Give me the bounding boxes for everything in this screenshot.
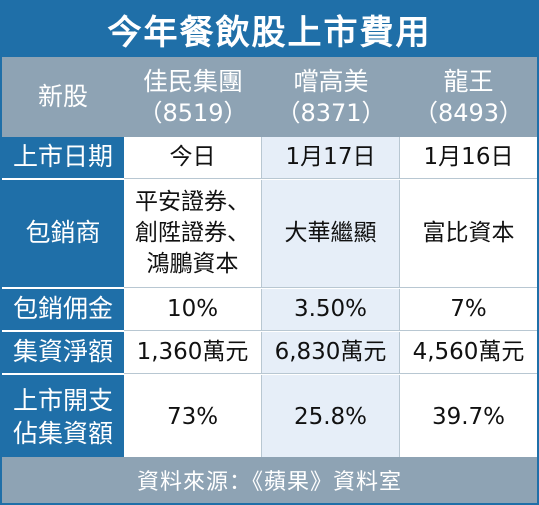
- cell-text: 平安證券、: [135, 188, 250, 215]
- cell-text: 今日: [169, 143, 216, 170]
- table-cell: 大華繼顯: [262, 180, 400, 288]
- row-label-text: 上市日期: [12, 142, 113, 172]
- cell-text: 1月17日: [285, 143, 376, 170]
- table-cell: 10%: [124, 289, 262, 331]
- header-cell-jiamin: 佳民集團 （8519）: [124, 57, 262, 137]
- cell-text: 1,360萬元: [136, 338, 249, 365]
- row-label: 包銷佣金: [2, 289, 124, 331]
- table-cell: 7%: [400, 289, 537, 331]
- header-label: 龍王: [443, 67, 494, 97]
- cell-text: 7%: [450, 295, 487, 322]
- column-header-row: 新股 佳民集團 （8519） 嚐高美 （8371） 龍王 （8493）: [2, 57, 537, 137]
- table-cell: 平安證券、 創陞證券、 鴻鵬資本: [124, 180, 262, 288]
- cell-text: 3.50%: [293, 295, 368, 322]
- table-cell: 今日: [124, 137, 262, 179]
- table-cell: 39.7%: [400, 375, 537, 461]
- header-stock-code: （8493）: [413, 98, 524, 127]
- cell-text: 1月16日: [423, 143, 514, 170]
- table-cell: 73%: [124, 375, 262, 461]
- header-cell-longwang: 龍王 （8493）: [400, 57, 537, 137]
- source-note: 資料來源：《蘋果》資料室: [2, 457, 537, 503]
- row-label: 上市開支 佔集資額: [2, 375, 124, 461]
- table-row-underwriter: 包銷商 平安證券、 創陞證券、 鴻鵬資本 大華繼顯 富比資本: [2, 180, 537, 289]
- cell-text: 創陞證券、: [135, 219, 250, 246]
- cell-text: 25.8%: [293, 403, 368, 430]
- header-label: 嚐高美: [293, 67, 369, 97]
- table-cell: 1,360萬元: [124, 332, 262, 374]
- header-label: 佳民集團: [142, 67, 243, 97]
- row-label: 包銷商: [2, 180, 124, 288]
- table-title: 今年餐飲股上市費用: [2, 2, 537, 57]
- table-row-expense-ratio: 上市開支 佔集資額 73% 25.8% 39.7%: [2, 375, 537, 462]
- cell-text: 鴻鵬資本: [146, 251, 239, 278]
- row-label-text: 包銷商: [25, 218, 101, 248]
- table-cell: 25.8%: [262, 375, 400, 461]
- table-cell: 6,830萬元: [262, 332, 400, 374]
- table-cell: 4,560萬元: [400, 332, 537, 374]
- cell-text: 10%: [166, 295, 219, 322]
- table-cell: 富比資本: [400, 180, 537, 288]
- header-label: 新股: [37, 82, 88, 112]
- cell-text: 73%: [166, 403, 219, 430]
- table-cell: 3.50%: [262, 289, 400, 331]
- table-row-net-proceeds: 集資淨額 1,360萬元 6,830萬元 4,560萬元: [2, 332, 537, 375]
- cell-text: 富比資本: [422, 219, 515, 246]
- cell-text: 39.7%: [431, 403, 506, 430]
- header-stock-code: （8519）: [138, 98, 248, 127]
- header-cell-changgaomei: 嚐高美 （8371）: [262, 57, 400, 137]
- row-label: 集資淨額: [2, 332, 124, 374]
- cell-text: 6,830萬元: [274, 338, 387, 365]
- row-label-text: 包銷佣金: [12, 294, 113, 324]
- table-cell: 1月16日: [400, 137, 537, 179]
- header-stock-code: （8371）: [276, 98, 386, 127]
- row-label: 上市日期: [2, 137, 124, 179]
- row-label-text: 集資淨額: [12, 337, 113, 367]
- table-cell: 1月17日: [262, 137, 400, 179]
- cell-text: 大華繼顯: [284, 219, 377, 246]
- table-row-listing-date: 上市日期 今日 1月17日 1月16日: [2, 137, 537, 180]
- table-body: 上市日期 今日 1月17日 1月16日 包銷商 平安證券、 創陞證券、 鴻鵬資本…: [2, 137, 537, 462]
- cell-text: 4,560萬元: [412, 338, 525, 365]
- row-label-text: 佔集資額: [12, 418, 113, 448]
- table-row-commission: 包銷佣金 10% 3.50% 7%: [2, 289, 537, 332]
- header-cell-stock: 新股: [2, 57, 124, 137]
- row-label-text: 上市開支: [12, 386, 113, 415]
